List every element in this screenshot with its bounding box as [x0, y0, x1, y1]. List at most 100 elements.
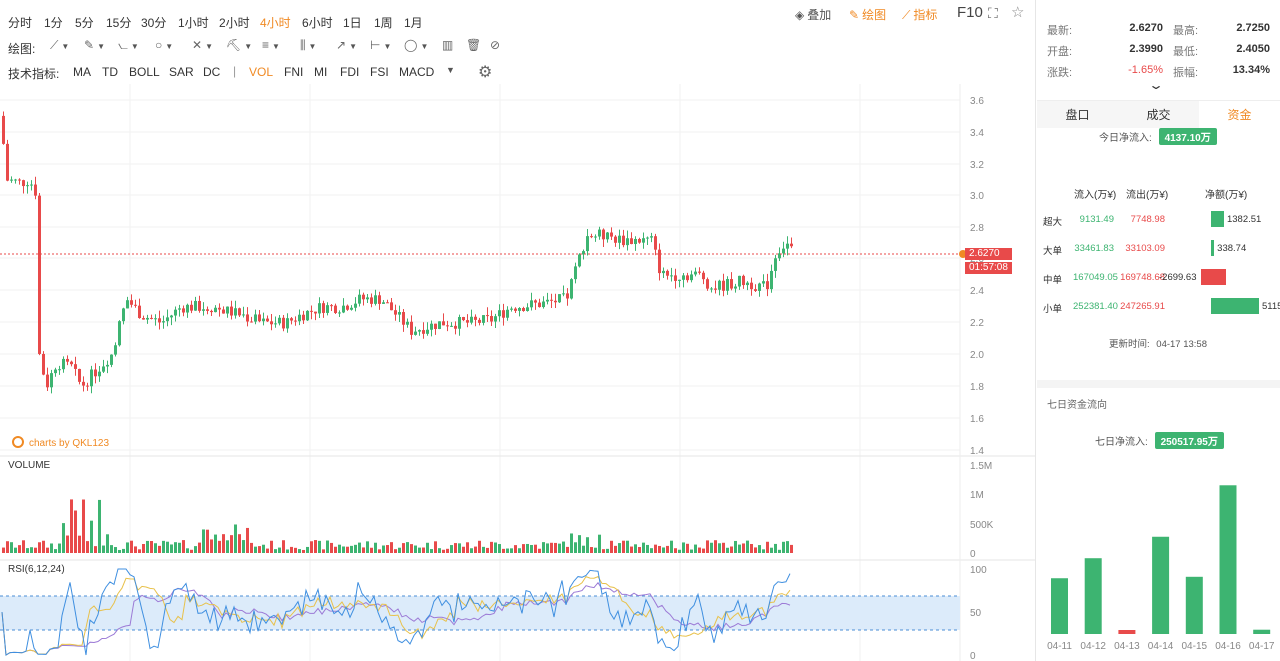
trend-icon: ⟋: [902, 8, 911, 22]
volume-bar: [26, 548, 29, 553]
price-tick-label: 3.6: [970, 96, 984, 107]
bar-tool-icon[interactable]: ▥: [442, 38, 454, 52]
period-tab[interactable]: 1日: [343, 16, 362, 30]
volume-bar: [774, 543, 777, 553]
candle-body: [134, 304, 137, 306]
candle-body: [690, 274, 693, 281]
cross-tool-icon[interactable]: ✕ ▼: [192, 38, 213, 52]
rsi-tick-label: 0: [970, 651, 976, 661]
divider: |: [233, 64, 237, 78]
chevron-down-icon[interactable]: ▼: [446, 65, 455, 75]
star-icon[interactable]: ☆: [1011, 4, 1025, 21]
candle-body: [782, 248, 785, 254]
hide-tool-icon[interactable]: ⊘: [490, 38, 501, 52]
period-tab[interactable]: 1月: [404, 16, 423, 30]
net-header: 净额(万¥): [1205, 190, 1248, 201]
volume-bar: [478, 540, 481, 553]
volume-bar: [210, 539, 213, 553]
tab-orderbook[interactable]: 盘口: [1065, 108, 1090, 122]
channel-tool-icon[interactable]: ⫼ ▼: [300, 38, 317, 52]
period-tab[interactable]: 6小时: [302, 16, 333, 30]
indicator-fsi[interactable]: FSI: [370, 65, 389, 79]
net-flow-bar: [1211, 298, 1259, 314]
indicator-macd[interactable]: MACD: [399, 65, 435, 79]
period-tab[interactable]: 15分: [106, 16, 132, 30]
indicator-dc[interactable]: DC: [203, 65, 221, 79]
candle-body: [766, 281, 769, 290]
seven-day-net-inflow: 七日净流入: 250517.95万: [1095, 432, 1224, 449]
volume-bar: [234, 524, 237, 553]
period-tab[interactable]: 30分: [141, 16, 167, 30]
volume-bar: [342, 546, 345, 553]
volume-bar: [710, 542, 713, 553]
indicator-boll[interactable]: BOLL: [129, 65, 160, 79]
f10-button[interactable]: F10: [957, 4, 983, 21]
candlestick-chart[interactable]: 3.63.43.23.02.82.62.42.22.01.81.61.41.5M…: [0, 84, 1036, 661]
rsi-6-line: [1, 568, 791, 656]
candle-body: [90, 369, 93, 387]
candle-body: [462, 317, 465, 321]
draw-button[interactable]: ✎ 绘图: [849, 6, 886, 23]
flow-outflow: 169748.68: [1120, 272, 1165, 283]
fib-tool-icon[interactable]: ≡ ▼: [262, 38, 280, 52]
fund-flow-row: 中单 167049.05 169748.68 -2699.63: [1037, 269, 1280, 288]
volume-bar: [654, 544, 657, 553]
volume-bar: [522, 544, 525, 553]
arrow-tool-icon[interactable]: ↗ ▼: [336, 38, 357, 52]
tab-trades[interactable]: 成交: [1146, 108, 1171, 122]
line-tool-icon[interactable]: ⟋ ▼: [50, 38, 70, 52]
measure-tool-icon[interactable]: ⊢ ▼: [370, 38, 392, 52]
candle-body: [586, 236, 589, 252]
indicator-td[interactable]: TD: [102, 65, 118, 79]
volume-bar: [198, 542, 201, 553]
period-tab[interactable]: 分时: [8, 16, 33, 30]
period-tab[interactable]: 1周: [374, 16, 393, 30]
candle-body: [186, 304, 189, 313]
indicator-sar[interactable]: SAR: [169, 65, 194, 79]
volume-bar: [726, 547, 729, 553]
period-tab[interactable]: 2小时: [219, 16, 250, 30]
volume-bar: [330, 542, 333, 553]
indicator-button[interactable]: ⟋ 指标: [902, 6, 937, 23]
indicator-fni[interactable]: FNI: [284, 65, 304, 79]
volume-bar: [574, 542, 577, 553]
tab-funds[interactable]: 资金: [1199, 101, 1280, 129]
candle-body: [654, 236, 657, 250]
trash-icon[interactable]: 🗑: [466, 38, 482, 52]
volume-bar: [450, 545, 453, 553]
volume-bar: [118, 549, 121, 553]
net-flow-bar: [1211, 211, 1224, 227]
ray-tool-icon[interactable]: ⦦ ▼: [118, 38, 139, 52]
candle-body: [190, 304, 193, 311]
candle-body: [122, 308, 125, 322]
candle-body: [662, 270, 665, 274]
flow-inflow: 167049.05: [1073, 272, 1118, 283]
indicator-fdi[interactable]: FDI: [340, 65, 360, 79]
low-label: 最低:: [1173, 46, 1199, 58]
overlay-button[interactable]: ◈ 叠加: [795, 6, 831, 23]
gear-icon[interactable]: ⚙: [478, 64, 493, 81]
volume-bar: [566, 546, 569, 553]
pen-tool-icon[interactable]: ✎ ▼: [84, 38, 105, 52]
volume-bar: [374, 542, 377, 553]
period-tab[interactable]: 5分: [75, 16, 94, 30]
volume-bar: [630, 546, 633, 553]
indicator-ma[interactable]: MA: [73, 65, 91, 79]
volume-bar: [482, 546, 485, 553]
pattern-tool-icon[interactable]: ⛏ ▼: [226, 38, 253, 52]
fullscreen-icon[interactable]: ⛶: [988, 5, 998, 21]
period-tab[interactable]: 4小时: [260, 16, 291, 30]
price-tick-label: 3.2: [970, 160, 984, 171]
chevron-down-icon[interactable]: ⌄: [1147, 78, 1165, 92]
price-tick-label: 2.2: [970, 318, 984, 329]
circle-tool-icon[interactable]: ○ ▼: [155, 38, 174, 52]
volume-bar: [318, 540, 321, 553]
indicator-vol[interactable]: VOL: [249, 65, 274, 79]
candle-body: [146, 317, 149, 320]
period-tab[interactable]: 1分: [44, 16, 63, 30]
indicator-mi[interactable]: MI: [314, 65, 328, 79]
period-tab[interactable]: 1小时: [178, 16, 209, 30]
comment-tool-icon[interactable]: ◯ ▼: [404, 38, 429, 52]
volume-bar: [310, 541, 313, 553]
volume-bar: [426, 542, 429, 553]
